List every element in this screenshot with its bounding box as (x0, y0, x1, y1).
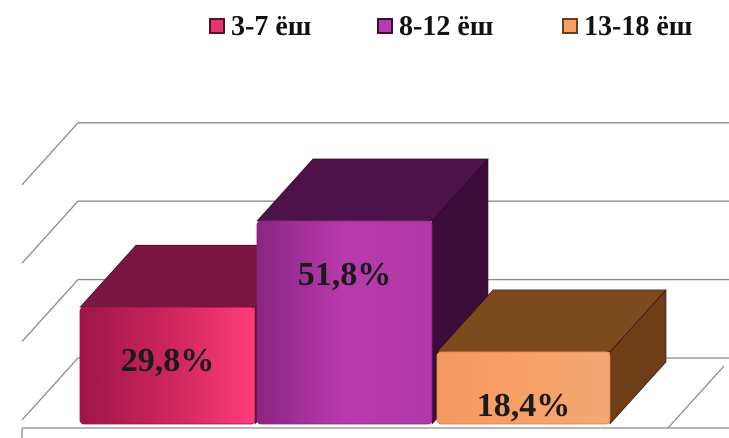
bar-2-front (256, 220, 433, 425)
legend-item-1: 3-7 ёш (209, 11, 311, 42)
gridline-left-60 (21, 122, 79, 186)
legend-item-2: 8-12 ёш (377, 11, 493, 42)
legend-label-3: 13-18 ёш (584, 11, 692, 42)
gridline-left-0 (21, 357, 79, 421)
chart-bars (79, 158, 667, 425)
gridline-left-40 (21, 200, 79, 264)
legend-label-2: 8-12 ёш (399, 11, 493, 42)
gridline-left-20 (21, 279, 79, 343)
legend-label-1: 3-7 ёш (231, 11, 311, 42)
chart-data-labels: 29,8% 51,8% 18,4% (121, 256, 571, 424)
legend-swatch-1 (209, 18, 225, 34)
chart-legend: 3-7 ёш 8-12 ёш 13-18 ёш (209, 11, 692, 42)
data-label-1: 29,8% (121, 342, 215, 379)
bar-1-front (79, 306, 256, 425)
bar-3 (436, 289, 667, 425)
legend-swatch-3 (562, 18, 578, 34)
legend-swatch-2 (377, 18, 393, 34)
bar-3-front (436, 351, 611, 425)
data-label-3: 18,4% (477, 387, 571, 424)
legend-item-3: 13-18 ёш (562, 11, 692, 42)
floor-right-slant (667, 365, 725, 429)
data-label-2: 51,8% (298, 256, 392, 293)
